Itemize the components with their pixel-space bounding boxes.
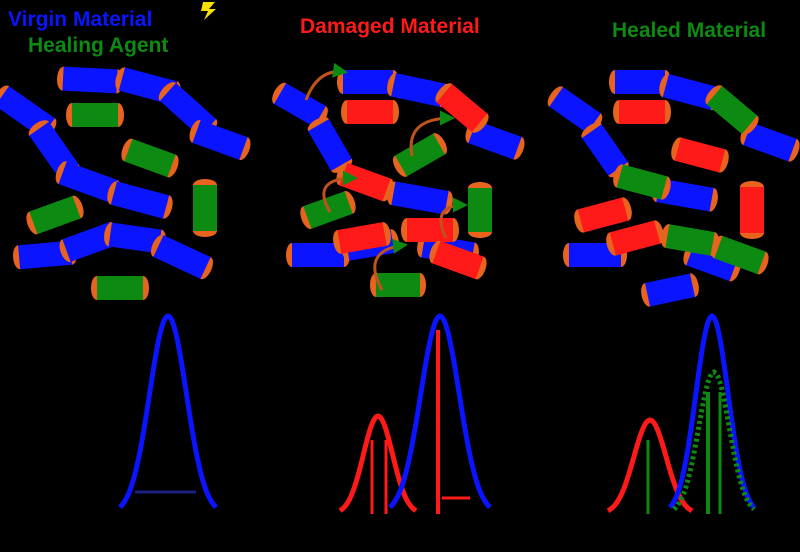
distribution-curves — [118, 312, 756, 514]
curved-arrow-icon — [322, 170, 358, 213]
damaged-red-chain-segment — [429, 240, 487, 280]
healed-red-distribution-curve — [606, 417, 694, 513]
healed-red-chain-segment — [671, 137, 729, 173]
virgin-green-chain-segment — [193, 179, 217, 237]
damaged-red-chain-segment — [435, 83, 489, 133]
curved-arrow-icon — [439, 197, 468, 239]
healed-green-distribution-curve — [672, 369, 756, 512]
virgin-blue-chain-segment — [189, 119, 251, 161]
lightning-bolt-icon — [201, 2, 216, 20]
damaged-blue-distribution-curve — [388, 313, 492, 510]
damaged-green-chain-segment — [468, 182, 492, 238]
virgin-green-chain-segment — [66, 103, 124, 127]
virgin-blue-chain-segment — [107, 181, 173, 219]
damaged-red-chain-segment — [341, 100, 399, 124]
healed-green-chain-segment — [705, 85, 759, 135]
healed-blue-chain-segment — [641, 273, 699, 307]
healed-red-chain-segment — [606, 220, 664, 256]
damaged-red-distribution-curve — [338, 413, 418, 513]
curved-arrow-icon — [409, 110, 455, 157]
damaged-material-title: Damaged Material — [300, 15, 480, 38]
healing-arrows — [304, 62, 468, 291]
healing-agent-title: Healing Agent — [28, 34, 168, 57]
damaged-blue-chain-segment — [307, 117, 353, 173]
polymer-segments — [0, 66, 800, 307]
damaged-green-chain-segment — [393, 133, 447, 177]
curved-arrow-icon — [373, 238, 408, 291]
healed-green-chain-segment — [711, 235, 769, 275]
virgin-blue-chain-segment — [151, 234, 213, 280]
curved-arrow-icon — [304, 62, 348, 101]
healed-red-chain-segment — [613, 100, 671, 124]
damaged-red-chain-segment — [333, 222, 391, 254]
healed-green-chain-segment — [613, 164, 671, 200]
virgin-blue-distribution-curve — [118, 313, 218, 509]
damaged-green-chain-segment — [370, 273, 426, 297]
damaged-panel-segments — [272, 70, 525, 297]
virgin-panel-segments — [0, 66, 251, 300]
virgin-material-title: Virgin Material — [8, 8, 152, 31]
healed-material-title: Healed Material — [612, 19, 766, 42]
virgin-blue-chain-segment — [57, 66, 123, 94]
virgin-green-chain-segment — [26, 195, 84, 235]
healed-blue-distribution-curve — [668, 312, 756, 509]
virgin-green-chain-segment — [121, 138, 179, 178]
healed-red-chain-segment — [574, 197, 632, 233]
healed-panel-segments — [547, 70, 800, 307]
damaged-red-chain-segment — [401, 218, 459, 242]
healed-red-chain-segment — [740, 181, 764, 239]
virgin-green-chain-segment — [91, 276, 149, 300]
